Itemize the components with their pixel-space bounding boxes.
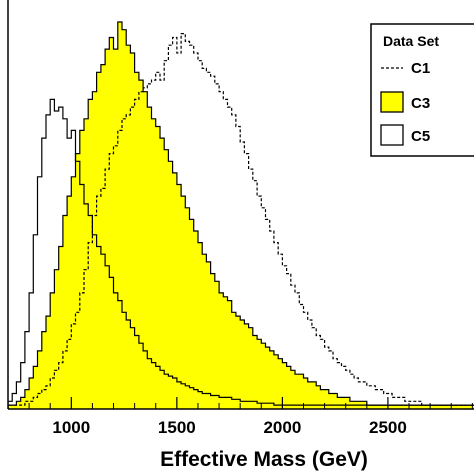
legend-title: Data Set bbox=[383, 33, 439, 49]
x-tick-label-1500: 1500 bbox=[158, 418, 196, 437]
x-tick-label-2500: 2500 bbox=[369, 418, 407, 437]
series-c5 bbox=[8, 98, 474, 409]
x-tick-label-1000: 1000 bbox=[52, 418, 90, 437]
legend-label-c3: C3 bbox=[411, 95, 430, 112]
x-tick-label-2000: 2000 bbox=[263, 418, 301, 437]
axes: 10001500200025003000Effective Mass (GeV) bbox=[7, 0, 474, 471]
legend-swatch-c5 bbox=[380, 124, 404, 146]
legend-swatch-c3 bbox=[380, 91, 404, 113]
legend-label-c5: C5 bbox=[411, 128, 430, 145]
plot-area bbox=[8, 21, 474, 409]
legend-label-c1: C1 bbox=[411, 60, 430, 77]
legend: Data Set C1 C3 C5 bbox=[370, 23, 474, 157]
x-axis-label: Effective Mass (GeV) bbox=[160, 448, 368, 471]
